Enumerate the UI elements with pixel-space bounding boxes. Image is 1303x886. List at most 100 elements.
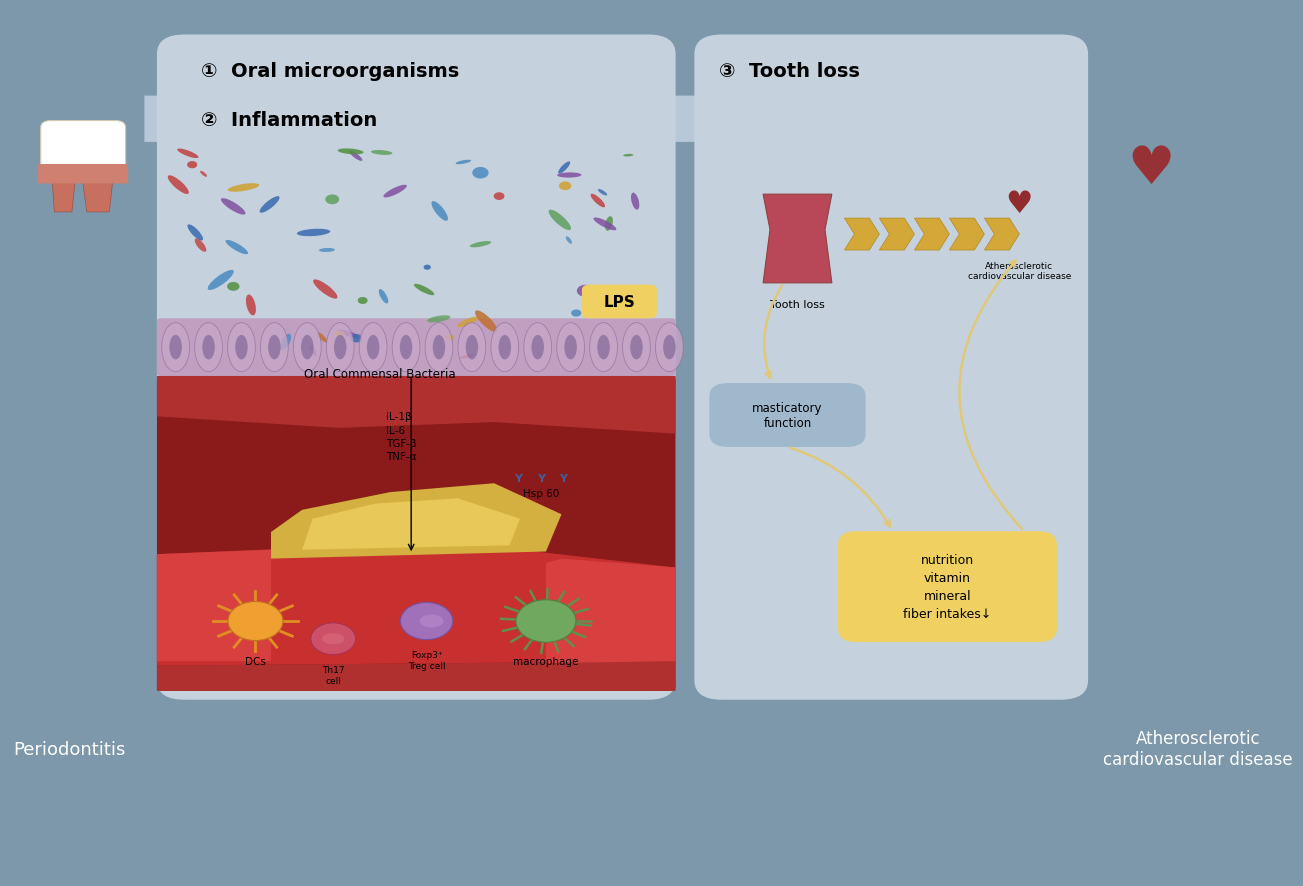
Polygon shape: [950, 219, 984, 251]
Text: macrophage: macrophage: [513, 656, 579, 666]
Ellipse shape: [433, 336, 446, 360]
Ellipse shape: [524, 323, 551, 372]
Ellipse shape: [431, 202, 448, 222]
Text: LPS: LPS: [603, 295, 636, 309]
Text: Oral Commensal Bacteria: Oral Commensal Bacteria: [304, 368, 456, 381]
Polygon shape: [880, 219, 915, 251]
Ellipse shape: [334, 336, 347, 360]
Ellipse shape: [595, 301, 629, 315]
Ellipse shape: [456, 160, 472, 165]
Ellipse shape: [400, 336, 412, 360]
Text: Hsp 60: Hsp 60: [523, 488, 559, 498]
Text: nutrition
vitamin
mineral
fiber intakes↓: nutrition vitamin mineral fiber intakes↓: [903, 554, 992, 620]
Text: ③  Tooth loss: ③ Tooth loss: [719, 62, 860, 81]
Ellipse shape: [313, 280, 337, 299]
Ellipse shape: [383, 185, 407, 198]
Ellipse shape: [590, 323, 618, 372]
Ellipse shape: [194, 239, 206, 253]
FancyBboxPatch shape: [156, 35, 676, 700]
Ellipse shape: [457, 323, 486, 372]
Ellipse shape: [598, 190, 607, 197]
Ellipse shape: [631, 193, 640, 211]
Text: Y: Y: [537, 474, 545, 484]
Ellipse shape: [349, 152, 362, 162]
Circle shape: [351, 335, 362, 343]
Circle shape: [472, 167, 489, 179]
Ellipse shape: [558, 162, 571, 175]
Ellipse shape: [322, 633, 344, 645]
Circle shape: [494, 193, 504, 201]
Ellipse shape: [597, 336, 610, 360]
Circle shape: [326, 195, 339, 205]
Ellipse shape: [465, 336, 478, 360]
Text: ♥: ♥: [1006, 190, 1033, 218]
Polygon shape: [156, 546, 676, 666]
Ellipse shape: [470, 242, 491, 248]
Circle shape: [423, 265, 431, 270]
Circle shape: [188, 162, 197, 169]
Ellipse shape: [556, 323, 585, 372]
Text: IL-1β
IL-6
TGF-β
TNF-α: IL-1β IL-6 TGF-β TNF-α: [386, 412, 417, 462]
Ellipse shape: [623, 155, 633, 158]
Polygon shape: [764, 195, 831, 284]
Ellipse shape: [168, 176, 189, 195]
Ellipse shape: [367, 336, 379, 360]
Ellipse shape: [491, 323, 519, 372]
Circle shape: [335, 331, 344, 338]
Ellipse shape: [420, 615, 443, 628]
Ellipse shape: [225, 241, 248, 255]
Ellipse shape: [558, 173, 581, 178]
Ellipse shape: [236, 336, 248, 360]
Ellipse shape: [655, 323, 683, 372]
Circle shape: [559, 183, 571, 191]
Ellipse shape: [631, 336, 642, 360]
Ellipse shape: [162, 323, 189, 372]
Ellipse shape: [177, 150, 198, 159]
Ellipse shape: [392, 323, 420, 372]
Text: ②  Inflammation: ② Inflammation: [201, 111, 377, 129]
Ellipse shape: [169, 336, 182, 360]
FancyBboxPatch shape: [694, 35, 1088, 700]
Ellipse shape: [414, 284, 434, 296]
Polygon shape: [82, 177, 113, 213]
Circle shape: [446, 335, 455, 341]
Ellipse shape: [590, 195, 605, 208]
Text: Y: Y: [559, 474, 567, 484]
Ellipse shape: [317, 333, 327, 344]
FancyBboxPatch shape: [38, 165, 128, 184]
Ellipse shape: [532, 336, 543, 360]
Text: ①  Oral microorganisms: ① Oral microorganisms: [201, 62, 459, 81]
Text: ♥: ♥: [1127, 143, 1174, 194]
Circle shape: [516, 600, 576, 642]
Ellipse shape: [337, 149, 364, 155]
Ellipse shape: [293, 323, 321, 372]
Polygon shape: [156, 550, 271, 662]
Ellipse shape: [623, 323, 650, 372]
FancyBboxPatch shape: [838, 532, 1057, 642]
Ellipse shape: [222, 199, 245, 215]
Polygon shape: [52, 177, 76, 213]
Ellipse shape: [476, 311, 498, 332]
Text: Tooth loss: Tooth loss: [770, 299, 825, 309]
FancyBboxPatch shape: [156, 377, 676, 691]
Text: Y: Y: [515, 474, 523, 484]
FancyBboxPatch shape: [156, 319, 676, 377]
Ellipse shape: [202, 336, 215, 360]
Polygon shape: [156, 377, 676, 434]
Ellipse shape: [228, 184, 259, 192]
Ellipse shape: [309, 346, 317, 356]
Text: DCs: DCs: [245, 657, 266, 667]
Ellipse shape: [605, 217, 612, 231]
Ellipse shape: [549, 210, 571, 231]
Ellipse shape: [564, 336, 577, 360]
Ellipse shape: [425, 323, 453, 372]
FancyBboxPatch shape: [709, 384, 865, 447]
Polygon shape: [271, 484, 562, 559]
Text: masticatory
function: masticatory function: [752, 401, 822, 430]
Text: Atherosclerotic
cardiovascular disease: Atherosclerotic cardiovascular disease: [968, 261, 1071, 281]
Text: Periodontitis: Periodontitis: [13, 740, 125, 758]
Ellipse shape: [201, 172, 207, 177]
Ellipse shape: [371, 151, 392, 156]
Ellipse shape: [337, 330, 358, 338]
Ellipse shape: [194, 323, 223, 372]
